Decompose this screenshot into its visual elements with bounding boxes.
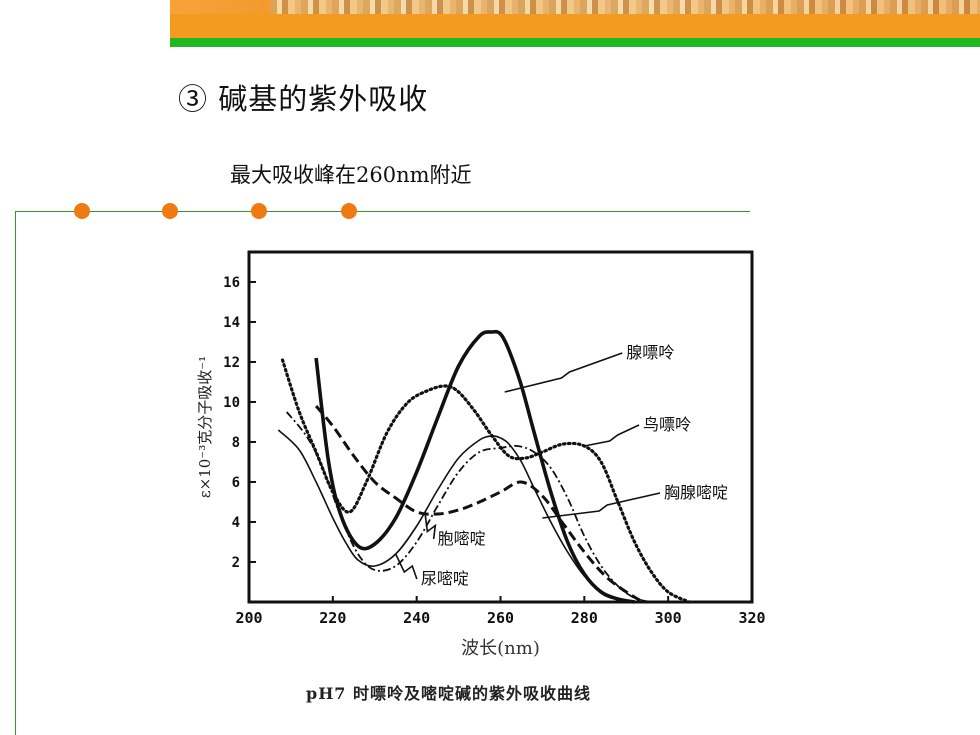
x-axis-label: 波长(nm) [461,638,540,659]
annotation-label: 胞嘧啶 [438,529,486,548]
y-axis-label: ε×10⁻³克分子吸收⁻¹ [196,356,214,498]
decorative-dot [251,203,267,219]
y-tick-label: 8 [232,435,240,451]
annotation-label: 尿嘧啶 [421,569,469,588]
annotation-label: 鸟嘌呤 [643,415,691,434]
annotation-label: 腺嘌呤 [626,343,674,362]
decorative-dot [74,203,90,219]
annotation-leader [504,352,623,393]
annotation-leader [584,424,640,447]
slide-subheading: 最大吸收峰在260nm附近 [230,163,472,187]
decorative-dot [341,203,357,219]
y-tick-label: 4 [232,515,240,531]
annotation-label: 胸腺嘧啶 [664,483,728,502]
top-banner [170,0,980,38]
banner-orange-band [170,14,980,38]
series-line [277,429,635,603]
y-tick-label: 10 [223,395,240,411]
x-tick-label: 320 [738,609,765,627]
chart-title: pH7 时嘌呤及嘧啶碱的紫外吸收曲线 [306,684,592,703]
y-tick-label: 14 [223,315,240,331]
decorative-vertical-rule [15,211,16,735]
x-tick-label: 300 [655,609,682,627]
annotation-leader [424,512,437,540]
series-line [314,405,644,604]
annotation-leader [542,492,661,519]
annotation-leader [394,553,418,580]
y-tick-label: 16 [223,275,240,291]
x-tick-label: 240 [403,609,430,627]
series-line [314,329,635,604]
x-tick-label: 220 [319,609,346,627]
x-tick-label: 280 [571,609,598,627]
y-tick-label: 12 [223,355,240,371]
banner-flower-texture [270,0,980,14]
slide-heading: ③ 碱基的紫外吸收 [178,82,429,116]
y-tick-label: 6 [232,475,240,491]
x-tick-label: 260 [487,609,514,627]
series-line [280,358,691,604]
y-tick-label: 2 [232,555,240,571]
x-tick-label: 200 [235,609,262,627]
series-line [286,411,652,603]
banner-green-rule [170,38,980,47]
decorative-dot [162,203,178,219]
decorative-horizontal-rule [15,211,750,212]
